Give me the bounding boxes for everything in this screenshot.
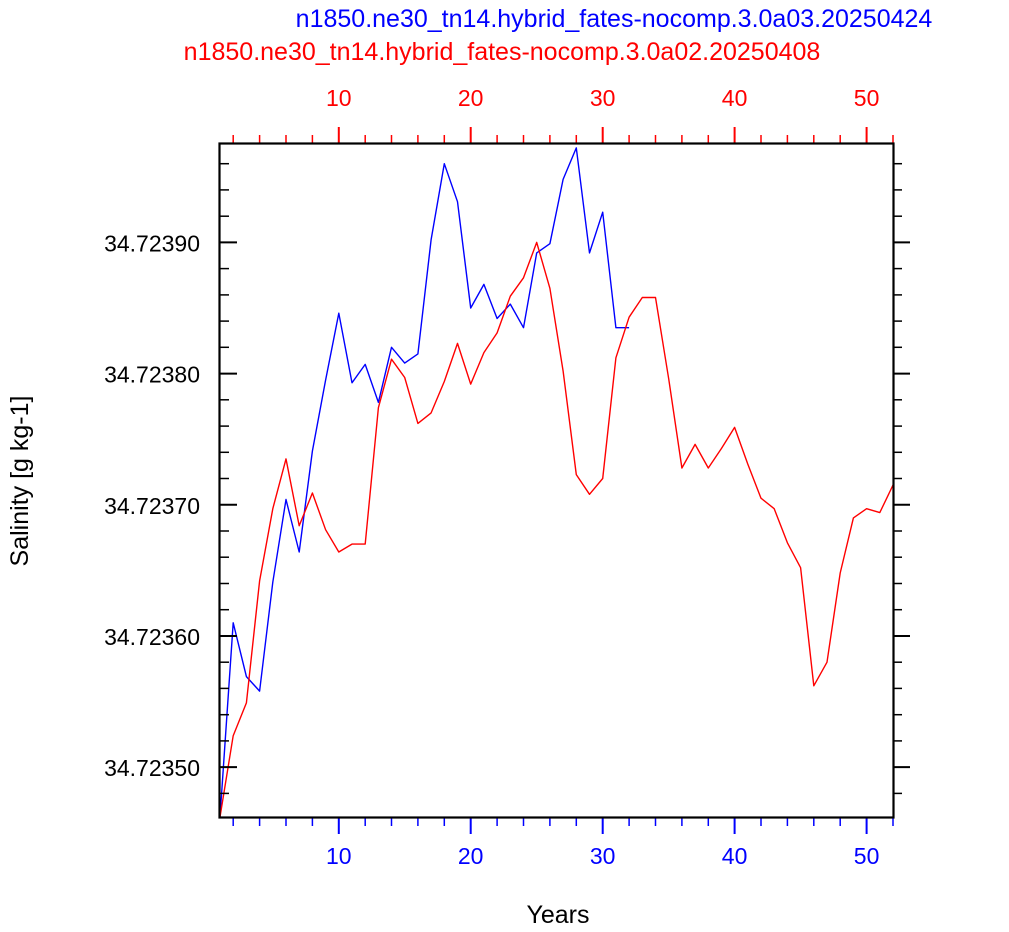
plot-frame [218, 142, 895, 819]
x2-tick-label: 50 [854, 85, 880, 111]
y-tick-label: 34.72390 [104, 230, 200, 256]
x-tick-label: 30 [590, 843, 616, 869]
chart-title-2: n1850.ne30_tn14.hybrid_fates-nocomp.3.0a… [184, 38, 821, 66]
series-line-2 [219, 241, 894, 818]
x-tick-label: 20 [458, 843, 484, 869]
chart-title-1: n1850.ne30_tn14.hybrid_fates-nocomp.3.0a… [296, 5, 933, 33]
x2-tick-label: 40 [722, 85, 748, 111]
y-tick-label: 34.72380 [104, 362, 200, 388]
x-axis-title: Years [526, 901, 589, 929]
series-layer [219, 147, 894, 818]
y-axis-title: Salinity [g kg-1] [6, 396, 34, 567]
y-tick-label: 34.72370 [104, 493, 200, 519]
x-tick-label: 10 [326, 843, 352, 869]
y-tick-label: 34.72360 [104, 624, 200, 650]
series-line-1 [219, 147, 630, 818]
x-tick-label: 50 [854, 843, 880, 869]
x2-tick-label: 30 [590, 85, 616, 111]
y-tick-label: 34.72350 [104, 755, 200, 781]
x2-tick-label: 10 [326, 85, 352, 111]
x-tick-label: 40 [722, 843, 748, 869]
axes-layer: 10 10 20 20 30 30 40 40 50 50 34.72350 34.72360 34.7… [104, 85, 910, 869]
x2-tick-label: 20 [458, 85, 484, 111]
